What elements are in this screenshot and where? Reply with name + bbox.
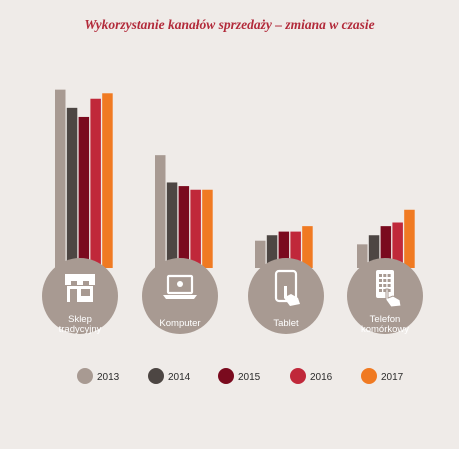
category-label: Tablet <box>273 318 299 329</box>
bar-2015-cat0 <box>78 116 90 268</box>
bar-2014-cat0 <box>66 107 78 268</box>
legend-swatch-2014 <box>148 368 164 384</box>
legend-label-2013: 2013 <box>97 372 120 383</box>
bar-2016-cat2 <box>290 231 301 268</box>
laptop-icon <box>163 274 197 299</box>
bar-2015-cat2 <box>278 231 290 268</box>
legend-swatch-2016 <box>290 368 306 384</box>
legend-swatch-2013 <box>77 368 93 384</box>
bar-2013-cat3 <box>357 244 368 268</box>
legend-swatch-2017 <box>361 368 377 384</box>
bar-2014-cat1 <box>166 182 178 268</box>
bar-2014-cat2 <box>266 235 278 268</box>
bar-2017-cat1 <box>202 189 213 268</box>
legend-label-2016: 2016 <box>310 372 333 383</box>
bar-2014-cat3 <box>368 235 380 268</box>
bar-2015-cat1 <box>178 186 190 268</box>
bars-layer <box>55 89 415 269</box>
phone-icon <box>376 270 402 308</box>
bar-2013-cat0 <box>55 89 66 268</box>
bar-2013-cat1 <box>155 155 166 268</box>
bar-2017-cat0 <box>102 93 113 268</box>
category-label: tradycyjny <box>59 324 102 335</box>
bar-2013-cat2 <box>255 240 266 268</box>
legend-label-2015: 2015 <box>238 372 261 383</box>
chart-title: Wykorzystanie kanałów sprzedaży – zmiana… <box>84 17 375 32</box>
legend-label-2014: 2014 <box>168 372 191 383</box>
tablet-icon <box>274 269 300 306</box>
legend-label-2017: 2017 <box>381 372 404 383</box>
bar-2017-cat2 <box>302 226 313 268</box>
bar-2016-cat3 <box>392 222 403 268</box>
legend-swatch-2015 <box>218 368 234 384</box>
category-label: Sklep <box>68 314 92 325</box>
category-label: Komputer <box>159 318 200 329</box>
bar-2016-cat0 <box>90 98 101 269</box>
legend: 2013 2014 2015 2016 2017 <box>77 368 404 384</box>
bar-2016-cat1 <box>190 189 201 268</box>
bar-2015-cat3 <box>380 226 392 268</box>
bar-2017-cat3 <box>404 209 415 268</box>
store-icon <box>65 274 95 302</box>
category-label: Telefon <box>370 314 401 325</box>
category-label: komórkowy <box>361 324 409 335</box>
